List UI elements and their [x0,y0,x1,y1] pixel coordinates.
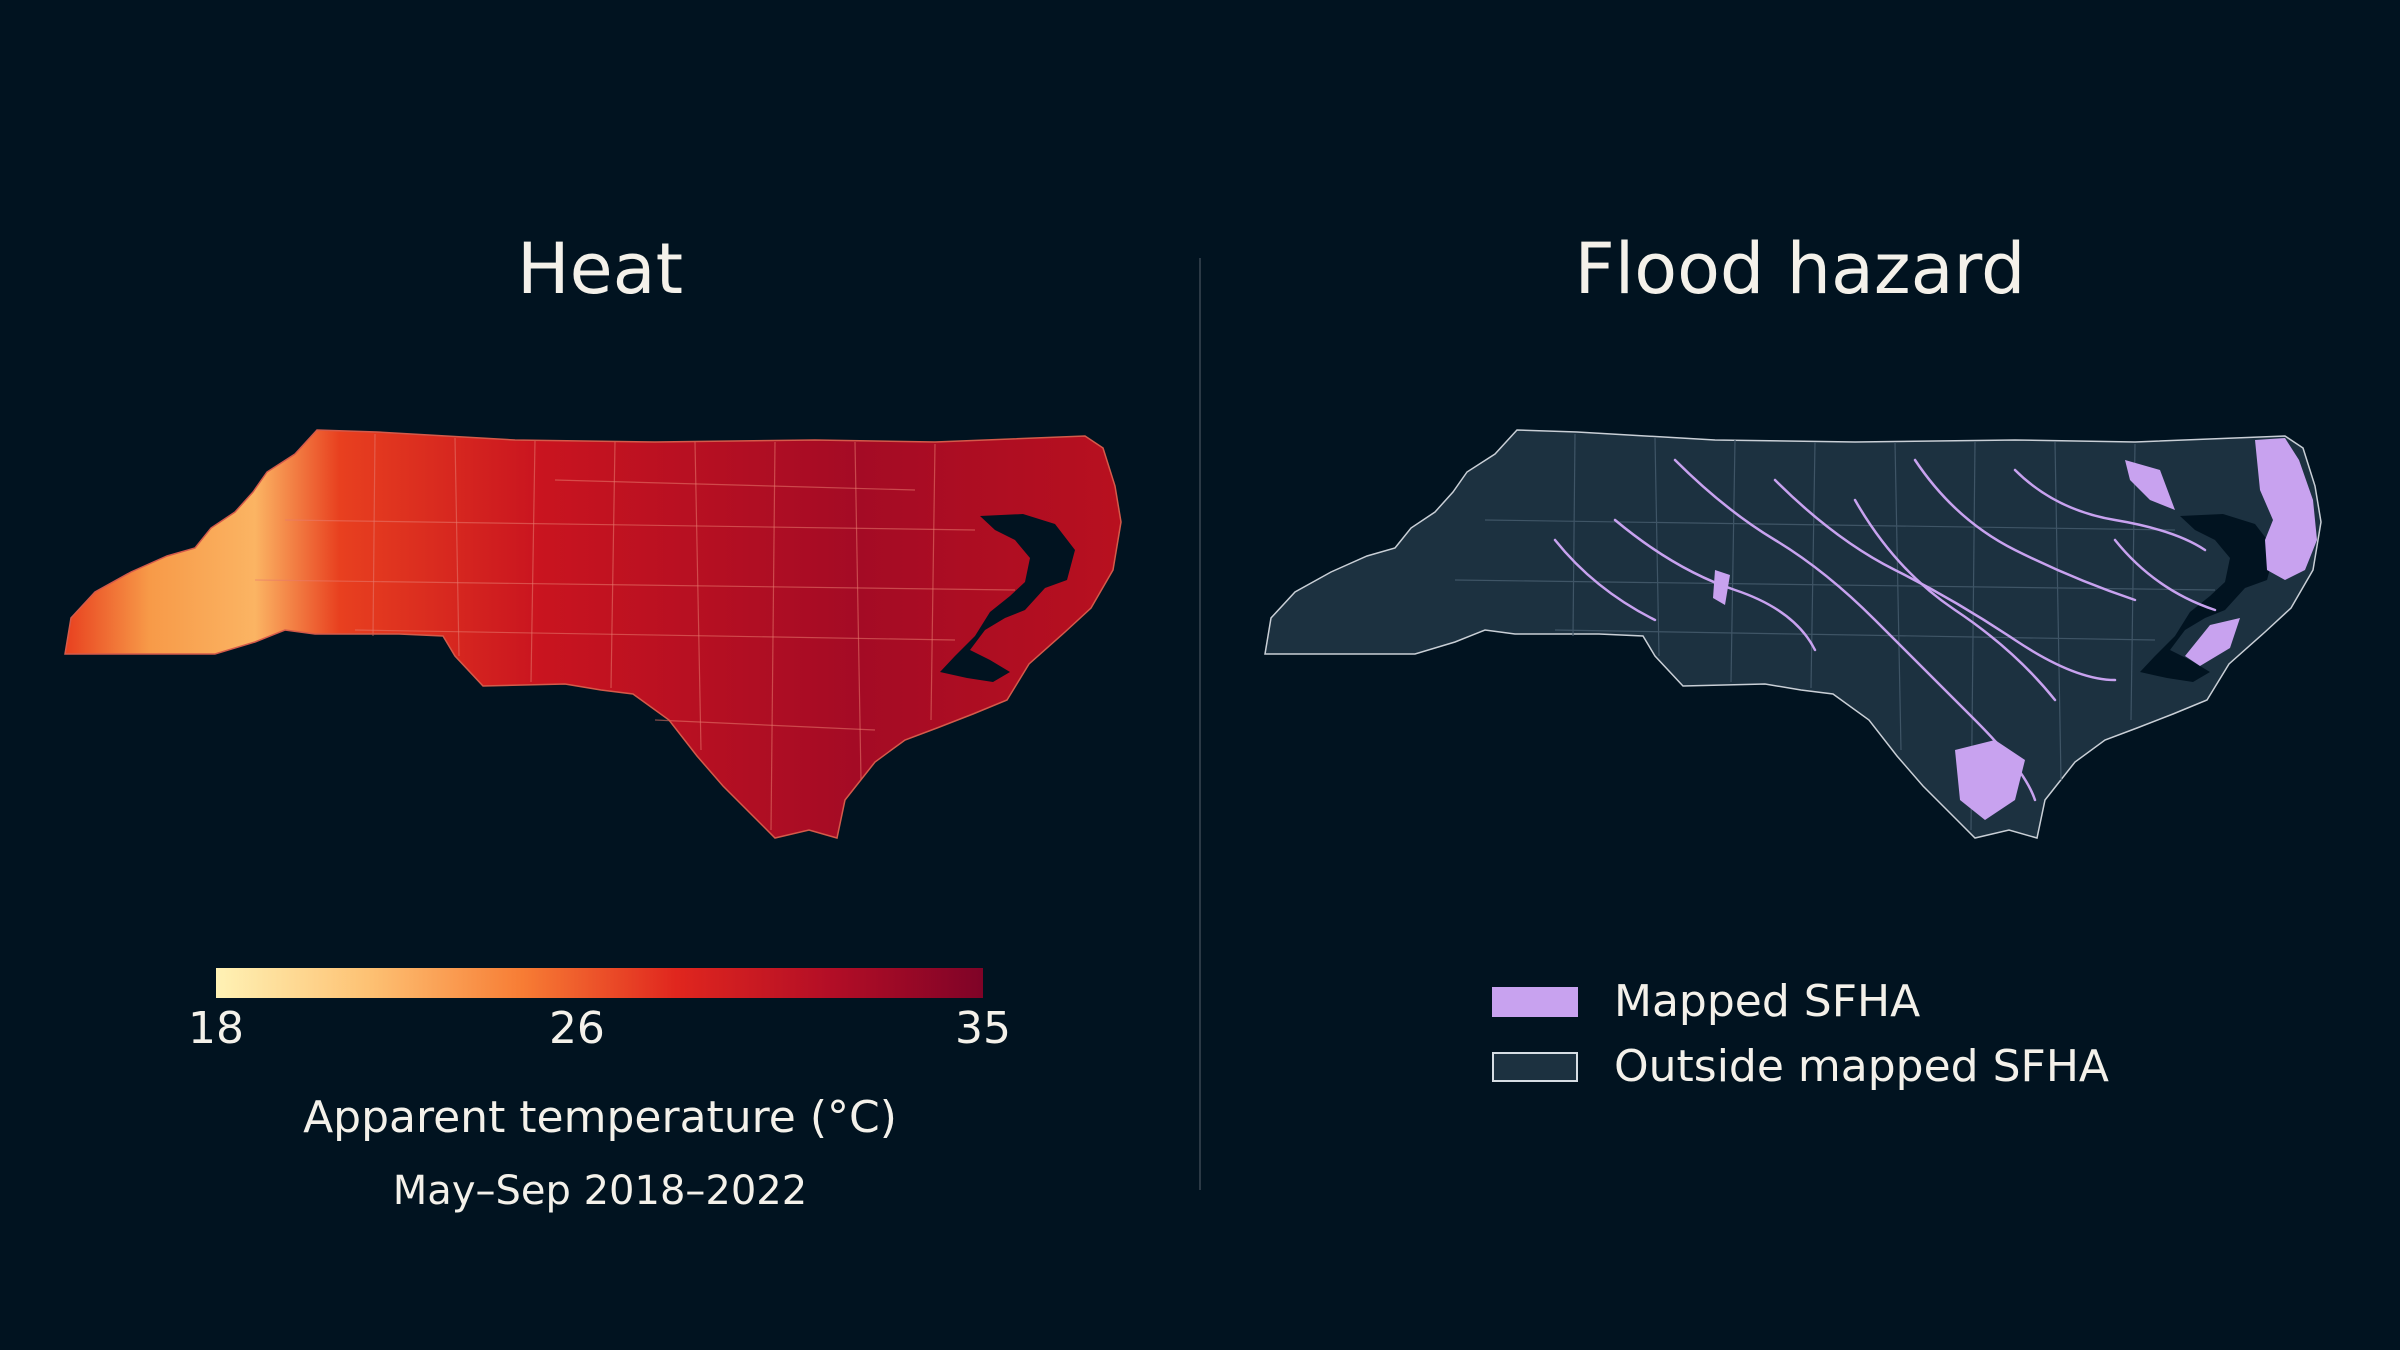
panel-divider [1199,258,1201,1190]
colorbar [216,968,983,998]
legend-item-mapped-sfha: Mapped SFHA [1492,976,1920,1027]
legend-label: Mapped SFHA [1614,976,1921,1027]
state-outline [64,429,1122,839]
colorbar-sublabel: May–Sep 2018–2022 [392,1168,808,1214]
heat-panel-title: Heat [516,228,684,310]
county-lines [254,433,1016,831]
colorbar-tick-label: 35 [955,1003,1011,1054]
colorbar-tick-label: 18 [188,1003,244,1054]
heat-map [64,429,1122,839]
legend-swatch [1492,986,1578,1017]
sfha-areas [1713,438,2317,820]
flood-map [1264,429,2322,839]
legend-swatch [1492,1051,1578,1082]
colorbar-label: Apparent temperature (°C) [303,1092,897,1143]
legend-label: Outside mapped SFHA [1614,1041,2109,1092]
colorbar-tick-label: 26 [548,1003,605,1054]
legend-item-outside-sfha: Outside mapped SFHA [1492,1041,2109,1092]
county-lines [1454,433,2216,831]
sound-water [940,514,1075,682]
flood-panel-title: Flood hazard [1574,228,2026,310]
sound-water [2140,514,2275,682]
